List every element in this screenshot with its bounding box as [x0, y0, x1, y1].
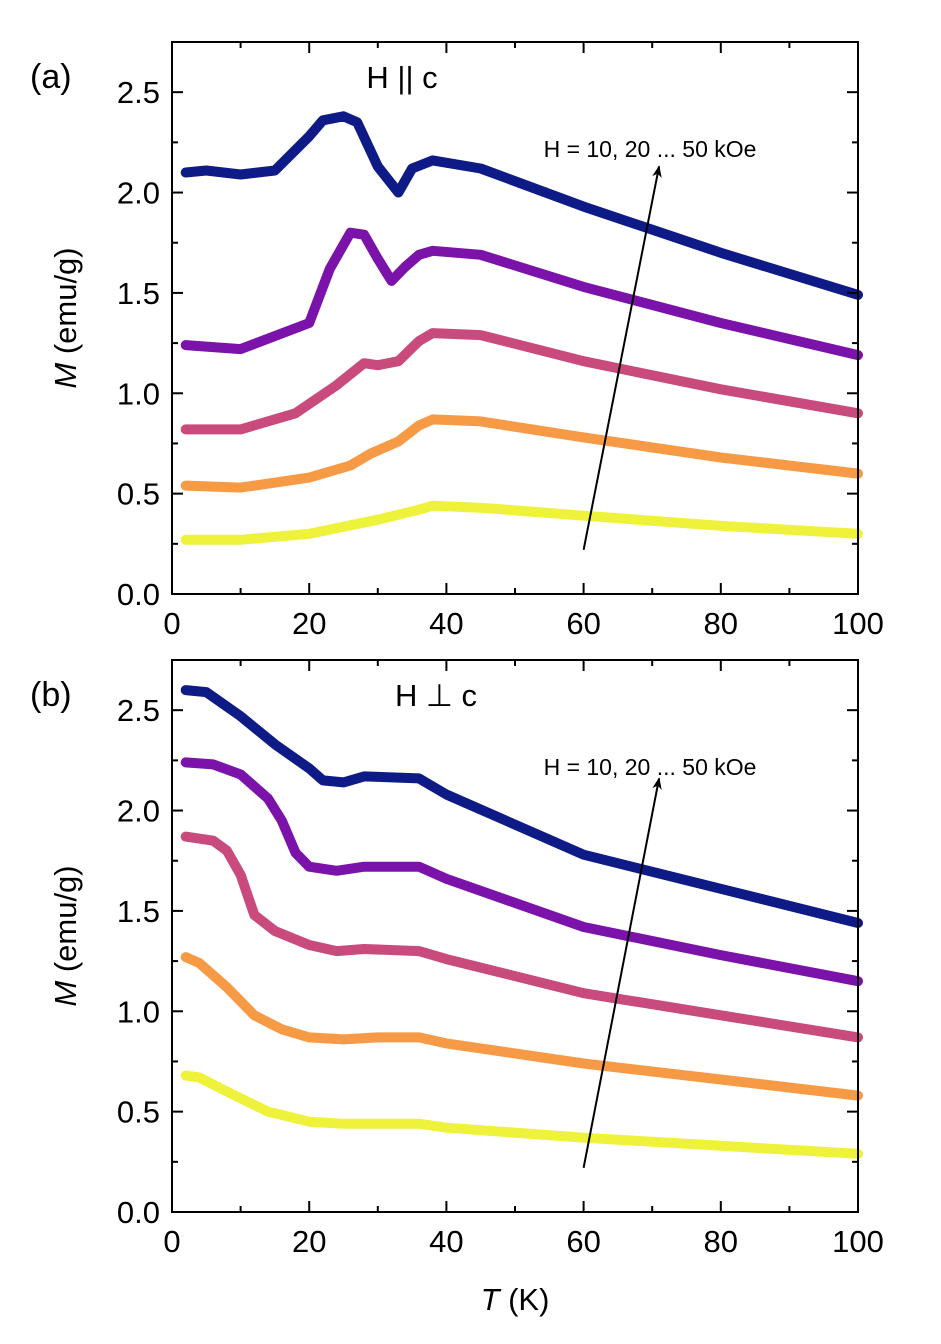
x-tick-label: 20 [292, 606, 326, 641]
y-axis-unit: (emu/g) [48, 865, 83, 980]
increasing-field-arrow [582, 165, 662, 551]
y-tick-label: 0.5 [117, 477, 160, 512]
field-annotation: H = 10, 20 ... 50 kOe [544, 136, 757, 162]
y-tick-label: 2.0 [117, 794, 160, 829]
y-axis-label: M (emu/g) [48, 247, 83, 388]
x-tick-label: 20 [292, 1224, 326, 1259]
series-line-2 [180, 952, 863, 1101]
y-tick-label: 1.0 [117, 376, 160, 411]
y-axis-label: M (emu/g) [48, 865, 83, 1006]
series-line-5 [180, 685, 863, 928]
x-axis-label: T (K) [481, 1282, 550, 1317]
series-line-5 [180, 111, 863, 300]
x-tick-label: 0 [163, 1224, 180, 1259]
increasing-field-arrow [582, 777, 662, 1169]
series-line-2 [180, 414, 863, 493]
series-line-1 [180, 1070, 863, 1159]
y-tick-label: 2.0 [117, 176, 160, 211]
y-axis-symbol: M [48, 981, 83, 1007]
y-tick-label: 1.5 [117, 276, 160, 311]
x-axis-unit: (K) [500, 1282, 550, 1317]
x-tick-label: 40 [429, 606, 463, 641]
y-axis-symbol: M [48, 363, 83, 389]
x-tick-label: 80 [704, 606, 738, 641]
field-annotation: H = 10, 20 ... 50 kOe [544, 754, 757, 780]
x-tick-label: 40 [429, 1224, 463, 1259]
series-line-4 [180, 227, 863, 361]
y-tick-label: 0.0 [117, 577, 160, 612]
y-tick-label: 2.5 [117, 75, 160, 110]
series-line-3 [180, 328, 863, 435]
x-tick-label: 0 [163, 606, 180, 641]
y-tick-label: 1.0 [117, 994, 160, 1029]
y-tick-label: 2.5 [117, 693, 160, 728]
series-line-1 [180, 500, 863, 545]
orientation-label: H ⊥ c [395, 678, 477, 713]
x-tick-label: 80 [704, 1224, 738, 1259]
series-line-4 [180, 757, 863, 987]
x-tick-label: 100 [832, 606, 884, 641]
x-tick-label: 60 [566, 1224, 600, 1259]
y-tick-label: 0.5 [117, 1095, 160, 1130]
y-axis-unit: (emu/g) [48, 247, 83, 362]
x-axis-symbol: T [481, 1282, 502, 1317]
series-line-3 [180, 831, 863, 1043]
panel-label: (b) [30, 676, 72, 714]
x-tick-label: 60 [566, 606, 600, 641]
x-tick-label: 100 [832, 1224, 884, 1259]
y-tick-label: 1.5 [117, 894, 160, 929]
y-tick-label: 0.0 [117, 1195, 160, 1230]
panel-label: (a) [30, 58, 72, 96]
panel-b: 0 20 40 60 80 100 0.0 0.5 1.0 1.5 2.0 2.5 M (emu/g) T… [30, 659, 884, 1317]
orientation-label: H || c [366, 60, 437, 95]
